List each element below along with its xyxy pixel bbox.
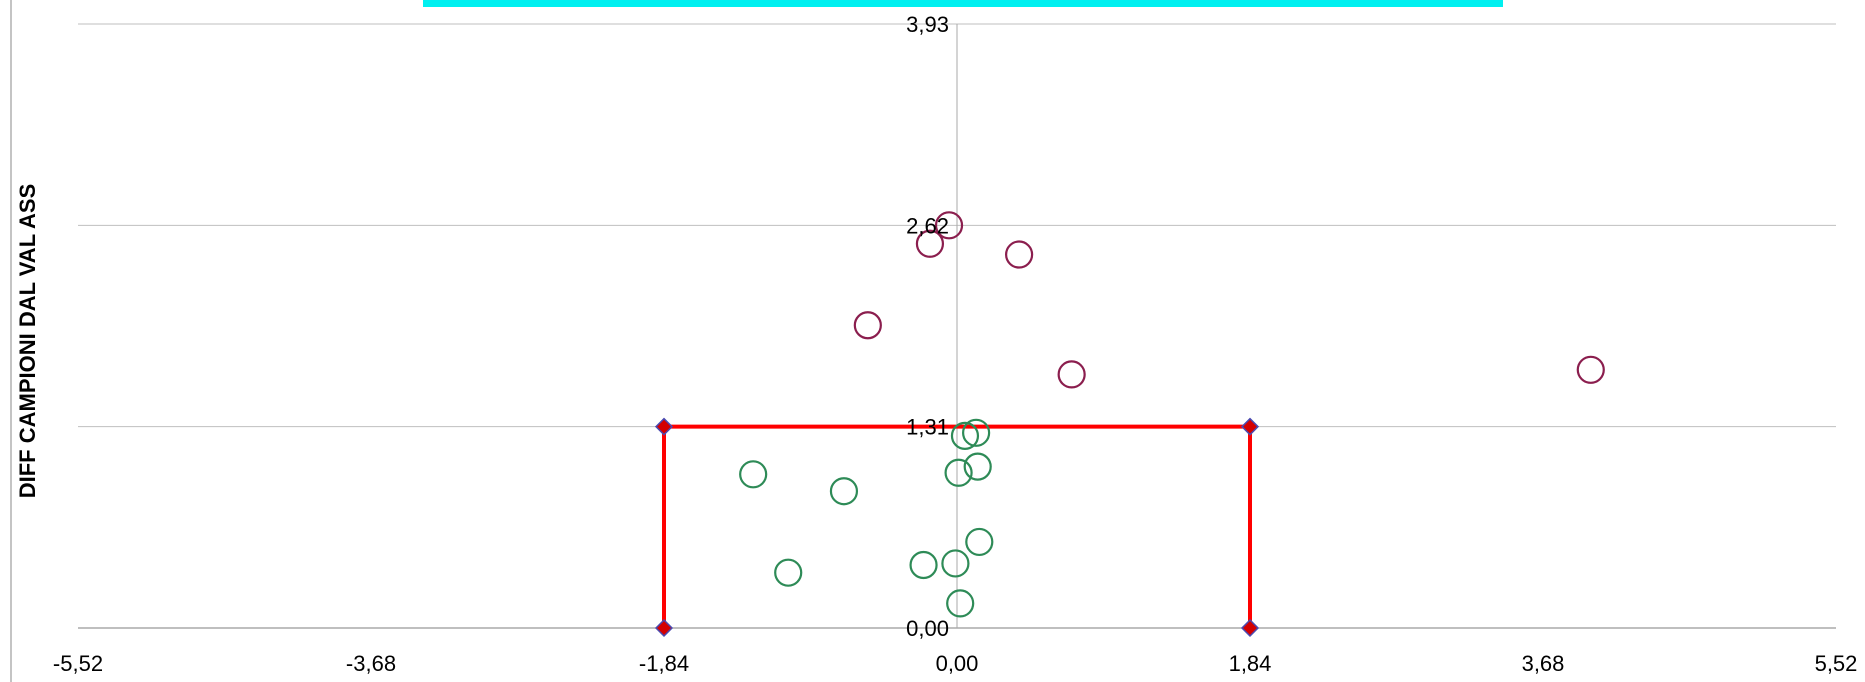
control-limit-marker — [654, 417, 674, 436]
x-tick-label: 3,68 — [1522, 651, 1565, 676]
data-point — [915, 229, 945, 258]
data-point — [829, 477, 859, 506]
data-point — [1057, 360, 1086, 389]
data-point — [934, 211, 964, 240]
tick-labels: 0,00 1,31 2,62 3,93 -5,52 -3,68 -1,84 0,00 1,84 3… — [53, 12, 1857, 676]
control-limit-marker — [654, 618, 674, 638]
x-tick-label: 5,52 — [1815, 651, 1858, 676]
data-point — [944, 458, 973, 487]
data-point — [909, 550, 938, 580]
data-point — [965, 527, 994, 557]
y-axis-label: DIFF CAMPIONI DAL VAL ASS — [15, 183, 40, 499]
data-point — [853, 311, 882, 340]
x-tick-label: -1,84 — [639, 651, 689, 676]
axes — [78, 24, 1836, 629]
data-point — [1005, 240, 1034, 269]
control-limit-marker — [1240, 618, 1260, 638]
data-point — [1576, 355, 1605, 384]
data-point — [774, 558, 803, 587]
data-point — [963, 452, 992, 481]
x-tick-label: 0,00 — [936, 651, 979, 676]
y-tick-label: 1,31 — [906, 415, 949, 440]
y-tick-label: 2,62 — [906, 213, 949, 238]
y-tick-label: 0,00 — [906, 616, 949, 641]
data-point — [950, 421, 980, 450]
data-points — [739, 211, 1605, 618]
x-tick-label: -3,68 — [346, 651, 396, 676]
x-tick-label: -5,52 — [53, 651, 103, 676]
y-tick-label: 3,93 — [906, 12, 949, 37]
x-tick-label: 1,84 — [1229, 651, 1272, 676]
control-limit-marker — [1240, 417, 1260, 436]
data-point — [941, 549, 970, 578]
data-point — [962, 418, 991, 447]
data-point — [946, 589, 975, 618]
data-point — [739, 460, 768, 489]
